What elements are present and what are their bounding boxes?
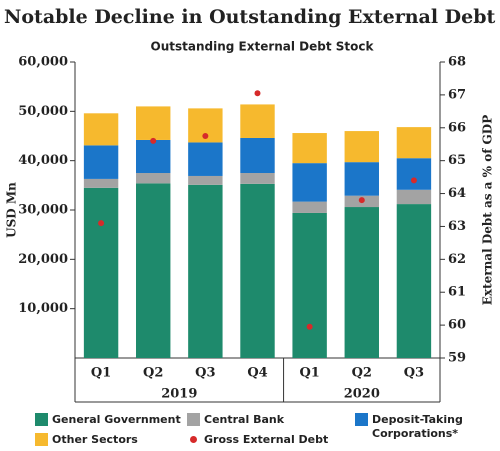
y2-tick-label: 63 <box>448 219 466 234</box>
chart-title: Notable Decline in Outstanding External … <box>4 6 496 28</box>
legend-label: Gross External Debt <box>204 433 329 446</box>
bar-segment <box>83 178 119 188</box>
y-tick-label: 60,000 <box>18 55 68 70</box>
x-tick-label: Q1 <box>299 366 319 381</box>
bar-segment <box>188 175 223 185</box>
x-tick-label: Q1 <box>91 366 111 381</box>
chart-subtitle: Outstanding External Debt Stock <box>151 40 375 54</box>
legend-label: Central Bank <box>204 413 285 426</box>
y-tick-label: 10,000 <box>18 301 68 316</box>
legend-marker <box>187 413 200 426</box>
bar-segment <box>136 139 171 173</box>
bar-segment <box>240 137 275 173</box>
bar-segment <box>344 162 379 196</box>
y-tick-label: 30,000 <box>18 203 68 218</box>
data-point <box>358 197 365 204</box>
x-tick-label: Q2 <box>352 366 372 381</box>
legend-label: Other Sectors <box>52 433 138 446</box>
bar-segment <box>188 142 223 176</box>
y2-tick-label: 64 <box>448 186 466 201</box>
legend-marker <box>355 413 368 426</box>
y-tick-label: 50,000 <box>18 104 68 119</box>
bar-segment <box>240 173 275 184</box>
bar-segment <box>396 158 432 190</box>
bar-segment <box>292 163 327 202</box>
bar-segment <box>292 201 327 213</box>
x-tick-label: Q4 <box>247 366 267 381</box>
legend-marker <box>35 413 48 426</box>
y2-tick-label: 62 <box>448 252 466 267</box>
y-tick-label: 40,000 <box>18 153 68 168</box>
y-axis-label: USD Mn <box>5 182 19 238</box>
bar-segment <box>396 189 432 205</box>
x-tick-label: Q3 <box>195 366 215 381</box>
bar-segment <box>240 183 275 358</box>
y2-tick-label: 60 <box>448 318 466 333</box>
legend-label: Deposit-Taking Corporations* <box>372 413 463 440</box>
y2-tick-label: 67 <box>448 87 466 102</box>
bar-segment <box>136 173 171 184</box>
data-point <box>150 137 157 144</box>
legend-marker <box>190 436 197 443</box>
data-point <box>202 133 209 139</box>
bar-segment <box>344 207 379 358</box>
y2-tick-label: 68 <box>448 55 466 70</box>
data-point <box>306 323 313 330</box>
bar-segment <box>83 145 119 179</box>
y2-tick-label: 61 <box>448 285 466 300</box>
y-tick-label: 20,000 <box>18 252 68 267</box>
x-group-label: 2020 <box>344 387 380 402</box>
bar-segment <box>344 131 379 163</box>
bar-segment <box>292 212 327 358</box>
bar-segment <box>136 106 171 140</box>
legend-label: General Government <box>52 413 181 426</box>
bar-segment <box>136 183 171 358</box>
bar-segment <box>240 104 275 138</box>
bar-segment <box>396 127 432 159</box>
y2-tick-label: 59 <box>448 351 466 366</box>
y2-tick-label: 66 <box>448 120 466 135</box>
x-tick-label: Q3 <box>404 366 424 381</box>
x-tick-label: Q2 <box>143 366 163 381</box>
legend-marker <box>35 433 48 446</box>
bar-segment <box>292 133 327 164</box>
y2-tick-label: 65 <box>448 153 466 168</box>
data-point <box>254 90 261 97</box>
bar-segment <box>188 184 223 358</box>
data-point <box>98 220 105 227</box>
y2-axis-label: External Debt as a % of GDP <box>481 115 495 305</box>
bar-segment <box>83 113 119 146</box>
data-point <box>410 177 417 184</box>
x-group-label: 2019 <box>161 387 197 402</box>
bar-segment <box>396 204 432 358</box>
bar-segment <box>83 187 119 358</box>
